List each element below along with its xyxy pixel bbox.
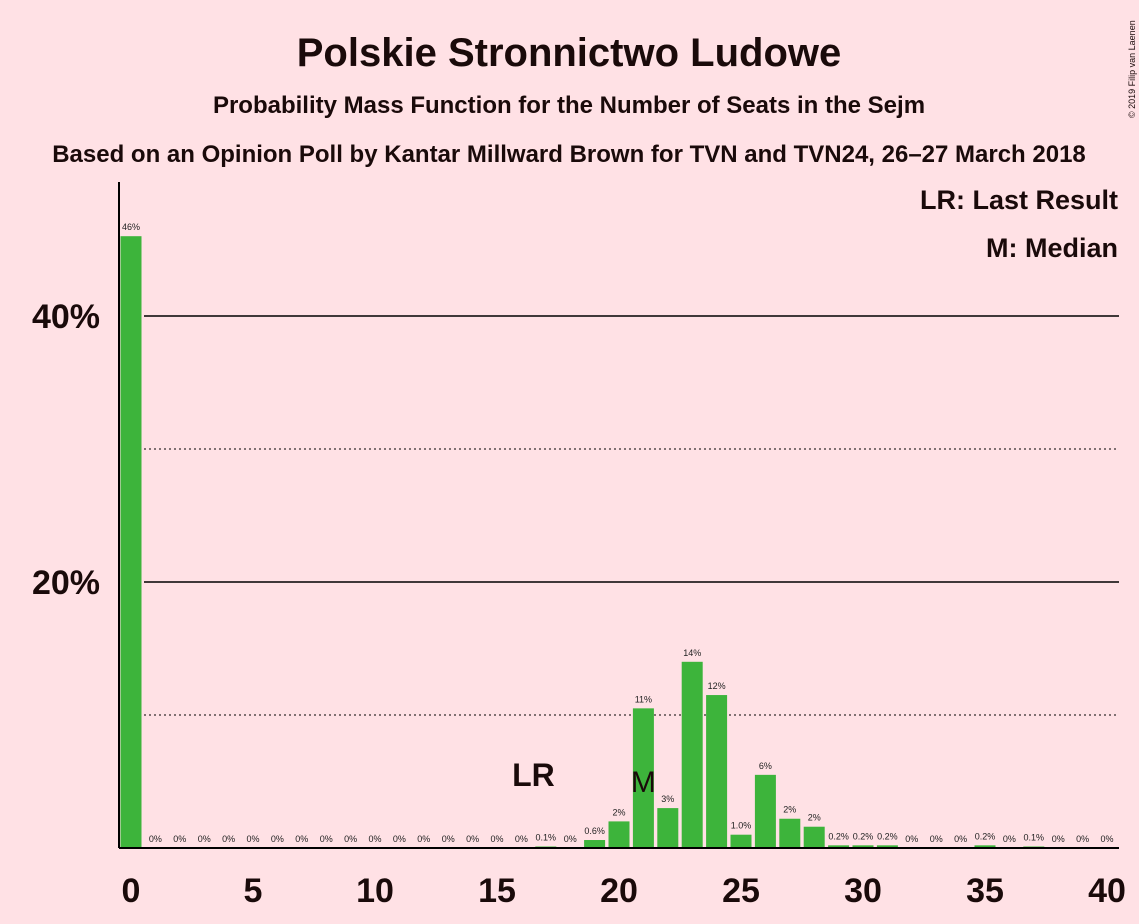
x-tick-15: 15	[478, 872, 516, 910]
copyright-note: © 2019 Filip van Laenen	[1127, 20, 1137, 118]
data-label-seat-15: 0%	[490, 834, 503, 844]
bar-seat-21	[632, 708, 654, 848]
x-axis-ticks: 0 5 10 15 20 25 30 35 40	[122, 872, 1126, 910]
chart-source: Based on an Opinion Poll by Kantar Millw…	[52, 141, 1086, 168]
y-axis-ticks: 20% 40%	[32, 298, 100, 602]
y-tick-20: 20%	[32, 564, 100, 602]
x-tick-5: 5	[244, 872, 263, 910]
x-tick-35: 35	[966, 872, 1004, 910]
bar-seat-0	[120, 236, 142, 848]
x-tick-20: 20	[600, 872, 638, 910]
data-label-seat-36: 0%	[1003, 834, 1016, 844]
bar-seat-24	[706, 695, 728, 848]
bar-seat-29	[828, 845, 850, 848]
bar-seat-25	[730, 834, 752, 848]
data-label-seat-28: 2%	[808, 813, 821, 823]
last-result-marker: LR	[512, 757, 555, 793]
x-tick-10: 10	[356, 872, 394, 910]
x-tick-40: 40	[1088, 872, 1126, 910]
data-label-seat-29: 0.2%	[828, 831, 849, 841]
data-label-seat-5: 0%	[246, 834, 259, 844]
data-label-seat-0: 46%	[122, 222, 140, 232]
data-label-seat-19: 0.6%	[584, 826, 605, 836]
data-label-seat-23: 14%	[683, 648, 701, 658]
bar-seat-35	[974, 845, 996, 848]
data-label-seat-21: 11%	[635, 694, 652, 704]
data-label-seat-8: 0%	[320, 834, 333, 844]
bar-seat-20	[608, 821, 630, 848]
data-label-seat-12: 0%	[417, 834, 430, 844]
bar-seat-27	[779, 818, 801, 848]
chart-subtitle: Probability Mass Function for the Number…	[213, 92, 925, 119]
data-label-seat-22: 3%	[661, 794, 674, 804]
gridlines	[144, 315, 1119, 716]
legend-last-result: LR: Last Result	[920, 185, 1118, 215]
y-tick-40: 40%	[32, 298, 100, 336]
bar-seat-31	[876, 845, 898, 848]
data-labels: 46% 0% 0% 0% 0% 0% 0% 0% 0% 0% 0% 0% 0% 0% 0% 0% 0% 0.1% 0…	[122, 222, 1114, 844]
data-label-seat-4: 0%	[222, 834, 235, 844]
chart-title: Polskie Stronnictwo Ludowe	[297, 31, 842, 75]
data-label-seat-34: 0%	[954, 834, 967, 844]
data-label-seat-31: 0.2%	[877, 831, 898, 841]
data-label-seat-13: 0%	[442, 834, 455, 844]
data-label-seat-14: 0%	[466, 834, 479, 844]
median-marker: M	[631, 766, 656, 799]
data-label-seat-30: 0.2%	[853, 831, 874, 841]
bar-seat-28	[803, 826, 825, 848]
bar-seat-26	[754, 774, 776, 848]
data-label-seat-38: 0%	[1052, 834, 1065, 844]
data-label-seat-18: 0%	[564, 834, 577, 844]
data-label-seat-35: 0.2%	[975, 831, 996, 841]
data-label-seat-33: 0%	[930, 834, 943, 844]
data-label-seat-25: 1.0%	[731, 821, 752, 831]
bars	[120, 236, 1045, 848]
data-label-seat-9: 0%	[344, 834, 357, 844]
data-label-seat-32: 0%	[905, 834, 918, 844]
data-label-seat-26: 6%	[759, 761, 772, 771]
bar-seat-22	[657, 808, 679, 848]
x-tick-0: 0	[122, 872, 141, 910]
x-tick-30: 30	[844, 872, 882, 910]
bar-seat-19	[584, 840, 606, 848]
bar-seat-23	[681, 661, 703, 848]
data-label-seat-40: 0%	[1100, 834, 1113, 844]
data-label-seat-11: 0%	[393, 834, 406, 844]
data-label-seat-16: 0%	[515, 834, 528, 844]
data-label-seat-20: 2%	[612, 807, 625, 817]
data-label-seat-37: 0.1%	[1024, 833, 1045, 843]
legend-median: M: Median	[986, 233, 1118, 263]
data-label-seat-1: 0%	[149, 834, 162, 844]
x-tick-25: 25	[722, 872, 760, 910]
data-label-seat-7: 0%	[295, 834, 308, 844]
bar-seat-30	[852, 845, 874, 848]
data-label-seat-17: 0.1%	[536, 833, 557, 843]
data-label-seat-27: 2%	[783, 805, 796, 815]
data-label-seat-10: 0%	[368, 834, 381, 844]
data-label-seat-2: 0%	[173, 834, 186, 844]
data-label-seat-3: 0%	[198, 834, 211, 844]
data-label-seat-6: 0%	[271, 834, 284, 844]
data-label-seat-24: 12%	[708, 681, 726, 691]
data-label-seat-39: 0%	[1076, 834, 1089, 844]
